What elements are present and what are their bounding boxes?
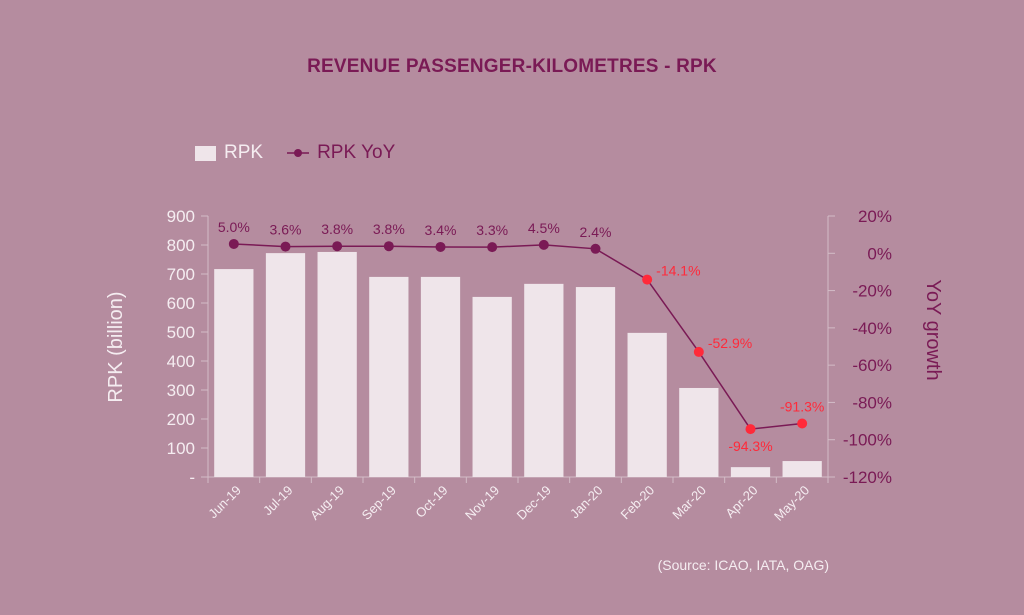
point-rpk-yoy — [487, 242, 498, 253]
bar-rpk — [627, 332, 667, 477]
y-tick-label-right: -100% — [843, 431, 892, 450]
point-rpk-yoy — [693, 346, 704, 357]
y-tick-label-left: 200 — [167, 410, 195, 429]
y-tick-label-right: -40% — [852, 319, 892, 338]
data-label-rpk-yoy: -91.3% — [780, 398, 824, 414]
data-label-rpk-yoy: 3.8% — [321, 221, 353, 237]
legend: RPK RPK YoY — [195, 142, 395, 164]
x-tick-label: Jun-19 — [205, 483, 244, 522]
x-tick-label: Aug-19 — [307, 483, 347, 523]
point-rpk-yoy — [590, 243, 601, 254]
data-label-rpk-yoy: 3.6% — [270, 222, 302, 238]
line-marker-icon — [287, 149, 310, 157]
x-tick-label: Jan-20 — [567, 483, 606, 522]
legend-label-rpk: RPK — [224, 142, 264, 163]
y-tick-label-right: -60% — [852, 356, 892, 375]
bar-rpk — [782, 461, 822, 477]
legend-marker-rpk-yoy — [287, 147, 310, 159]
y-tick-label-right: 0% — [867, 244, 892, 263]
y-tick-label-right: -20% — [852, 282, 892, 301]
x-tick-label: Apr-20 — [722, 483, 760, 521]
bar-rpk — [679, 387, 719, 477]
bar-rpk — [524, 283, 564, 477]
point-rpk-yoy — [435, 241, 446, 252]
bar-rpk — [730, 467, 771, 477]
point-rpk-yoy — [228, 238, 239, 249]
source-note: (Source: ICAO, IATA, OAG) — [657, 557, 829, 573]
data-label-rpk-yoy: 4.5% — [528, 220, 560, 236]
point-rpk-yoy — [332, 241, 343, 252]
point-rpk-yoy — [797, 418, 808, 429]
data-label-rpk-yoy: 2.4% — [580, 224, 612, 240]
point-rpk-yoy — [745, 424, 756, 435]
x-tick-label: Feb-20 — [618, 483, 658, 523]
data-label-rpk-yoy: 5.0% — [218, 219, 250, 235]
y-tick-label-right: 20% — [858, 207, 892, 226]
data-label-rpk-yoy: -94.3% — [728, 438, 772, 454]
y-tick-label-left: 300 — [167, 381, 195, 400]
point-rpk-yoy — [538, 239, 549, 250]
y-tick-label-left: 900 — [167, 207, 195, 226]
x-tick-label: May-20 — [771, 483, 812, 524]
bar-rpk — [369, 276, 409, 477]
y-tick-label-left: 800 — [167, 236, 195, 255]
y-axis-title-right: YoY growth — [922, 279, 944, 380]
data-label-rpk-yoy: 3.8% — [373, 221, 405, 237]
y-tick-label-left: 100 — [167, 439, 195, 458]
bar-rpk — [317, 251, 357, 477]
data-label-rpk-yoy: 3.4% — [425, 222, 457, 238]
y-tick-label-right: -120% — [843, 468, 892, 487]
x-tick-label: Oct-19 — [412, 483, 450, 521]
x-tick-label: Dec-19 — [514, 483, 554, 523]
y-tick-label-left: 600 — [167, 294, 195, 313]
y-tick-label-right: -80% — [852, 393, 892, 412]
data-label-rpk-yoy: -52.9% — [708, 335, 752, 351]
bar-rpk — [214, 269, 254, 477]
data-label-rpk-yoy: -14.1% — [656, 263, 700, 279]
bar-rpk — [472, 296, 512, 477]
y-axis-title-left: RPK (billion) — [105, 291, 127, 402]
chart-title: REVENUE PASSENGER-KILOMETRES - RPK — [307, 56, 717, 77]
y-tick-label-left: - — [189, 468, 195, 487]
y-tick-label-left: 700 — [167, 265, 195, 284]
bar-rpk — [575, 287, 616, 477]
x-tick-label: Nov-19 — [462, 483, 502, 523]
x-tick-label: Mar-20 — [669, 483, 709, 523]
bar-rpk — [265, 253, 306, 477]
line-rpk-yoy — [233, 243, 803, 430]
point-rpk-yoy — [383, 241, 394, 252]
point-rpk-yoy — [642, 274, 653, 285]
y-tick-label-left: 400 — [167, 352, 195, 371]
legend-label-rpk-yoy: RPK YoY — [317, 142, 396, 163]
x-tick-label: Jul-19 — [260, 483, 296, 519]
bar-rpk — [420, 276, 461, 477]
data-label-rpk-yoy: 3.3% — [476, 222, 508, 238]
x-tick-label: Sep-19 — [359, 483, 399, 523]
y-tick-label-left: 500 — [167, 323, 195, 342]
point-rpk-yoy — [280, 241, 291, 252]
legend-swatch-rpk — [195, 145, 216, 161]
